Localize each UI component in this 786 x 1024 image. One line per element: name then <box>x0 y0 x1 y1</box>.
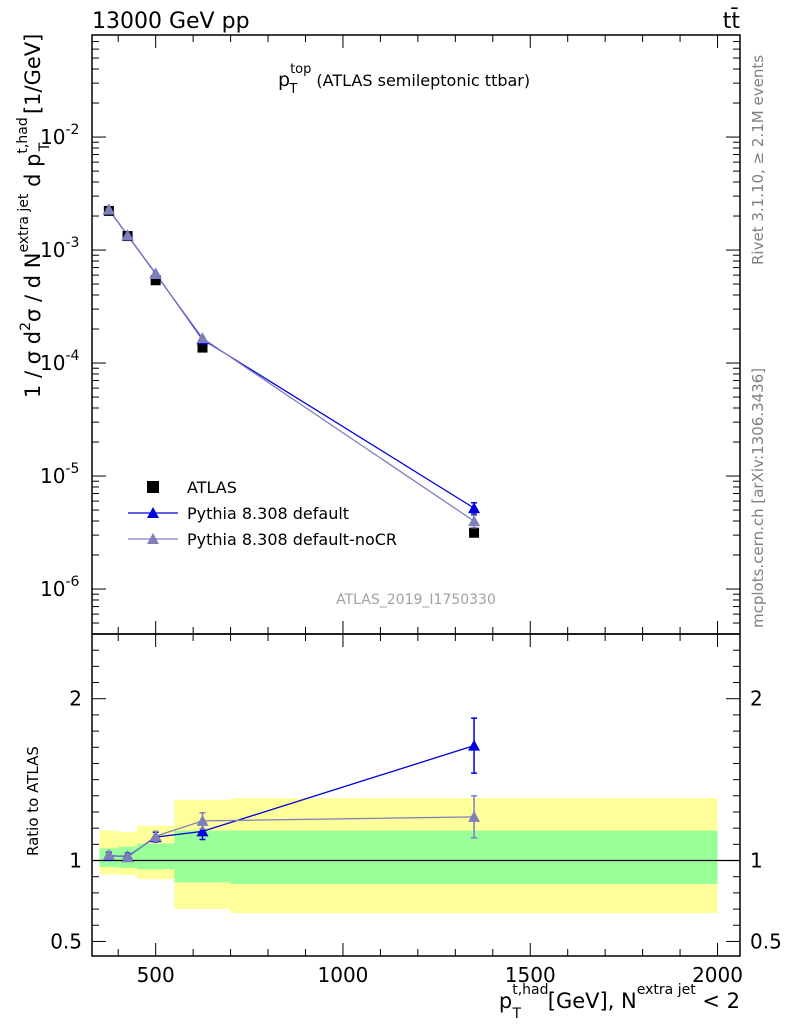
xlabel-sup2: extra jet <box>637 982 696 998</box>
ratio-y-tick-label-left: 1 <box>69 849 82 873</box>
xlabel-p: p <box>499 989 512 1013</box>
process-label: tt̄ <box>723 8 741 34</box>
y-tick-label: 10-3 <box>40 235 79 262</box>
ratio-ylabel: Ratio to ATLAS <box>24 746 42 856</box>
main-ylabel: 1 / σ d2σ / d Nextra jet d pt,had T [1/Ge… <box>15 34 53 398</box>
data-point-atlas <box>469 527 480 538</box>
xlabel-sup: t,had <box>512 982 548 998</box>
xlabel-end: < 2 <box>696 989 740 1013</box>
data-point-pythia-2 <box>102 203 115 215</box>
main-ylabel-a: 1 / σ d <box>21 331 45 398</box>
ratio-y-tick-label-right: 0.5 <box>750 929 782 953</box>
y-tick-label: 10-6 <box>40 574 80 601</box>
ratio-point-0 <box>468 739 481 751</box>
main-ylabel-c: σ / d N <box>21 253 45 322</box>
y-tick-label: 10-2 <box>40 122 79 149</box>
legend-label: Pythia 8.308 default <box>187 504 349 523</box>
y-tick-mantissa: 10 <box>40 351 65 375</box>
ratio-point-1 <box>468 810 481 822</box>
data-point-atlas <box>197 342 208 353</box>
data-point-pythia-2 <box>468 515 481 527</box>
data-point-pythia-2 <box>121 229 134 241</box>
legend-label: ATLAS <box>187 478 237 497</box>
ratio-y-tick-label-left: 0.5 <box>50 929 82 953</box>
main-ylabel-d: extra jet <box>16 193 32 252</box>
y-tick-exponent: -2 <box>65 122 79 138</box>
main-ylabel-f: t,had <box>15 117 31 153</box>
x-tick-label: 2000 <box>692 963 743 987</box>
ratio-point-0 <box>196 825 209 837</box>
legend-marker <box>147 533 159 544</box>
plot-title-p: p <box>278 69 290 91</box>
ratio-y-tick-label-left: 2 <box>69 687 82 711</box>
plot-title-sup: top <box>290 62 311 77</box>
y-tick-label: 10-4 <box>40 348 80 375</box>
x-tick-label: 1000 <box>318 963 369 987</box>
legend-label: Pythia 8.308 default-noCR <box>187 530 397 549</box>
y-tick-label: 10-5 <box>40 461 79 488</box>
y-tick-mantissa: 10 <box>40 238 65 262</box>
y-tick-exponent: -5 <box>65 461 79 477</box>
y-tick-exponent: -6 <box>65 574 79 590</box>
series-line-1 <box>108 209 475 509</box>
x-tick-label: 500 <box>137 963 175 987</box>
ratio-y-tick-label-right: 2 <box>750 687 763 711</box>
ratio-plot: 500 1000 1500 2000 0.5 0.5 1 1 2 2 <box>50 633 782 987</box>
xlabel-sub: T <box>512 1006 522 1022</box>
data-point-pythia-2 <box>149 268 162 280</box>
main-ylabel-e: d p <box>21 154 45 194</box>
uncertainty-band-green <box>136 843 175 870</box>
main-ylabel-g: T <box>37 142 53 152</box>
plot-title-rest: (ATLAS semileptonic ttbar) <box>311 71 530 90</box>
y-tick-exponent: -4 <box>65 348 79 364</box>
main-ylabel-b: 2 <box>18 322 34 331</box>
legend-marker <box>147 507 159 518</box>
ratio-point-1 <box>149 830 162 842</box>
y-tick-exponent: -3 <box>65 235 79 251</box>
mcplots-label: mcplots.cern.ch [arXiv:1306.3436] <box>749 368 767 628</box>
ratio-point-1 <box>102 848 115 860</box>
data-point-pythia-2 <box>196 332 209 344</box>
legend-marker-atlas <box>147 481 159 493</box>
ratio-point-1 <box>121 851 134 863</box>
xlabel: pt,had T [GeV], Nextra jet < 2 <box>499 982 740 1022</box>
x-tick-label: 1500 <box>505 963 556 987</box>
main-ylabel-h: [1/GeV] <box>21 34 45 121</box>
plot-title: ptop T (ATLAS semileptonic ttbar) <box>278 62 530 97</box>
data-point-pythia-1 <box>468 502 481 514</box>
xlabel-mid: [GeV], N <box>541 989 637 1013</box>
y-tick-mantissa: 10 <box>40 125 65 149</box>
energy-label: 13000 GeV pp <box>92 9 250 34</box>
ratio-point-1 <box>196 814 209 826</box>
analysis-watermark: ATLAS_2019_I1750330 <box>336 592 496 608</box>
data-point-atlas <box>150 275 161 286</box>
y-tick-mantissa: 10 <box>40 464 65 488</box>
ratio-plot-frame <box>91 633 741 957</box>
rivet-label: Rivet 3.1.10, ≥ 2.1M events <box>749 55 767 265</box>
y-tick-mantissa: 10 <box>40 577 65 601</box>
uncertainty-band-green <box>230 830 718 884</box>
plot-title-sub: T <box>288 82 297 97</box>
ratio-y-tick-label-right: 1 <box>750 849 763 873</box>
